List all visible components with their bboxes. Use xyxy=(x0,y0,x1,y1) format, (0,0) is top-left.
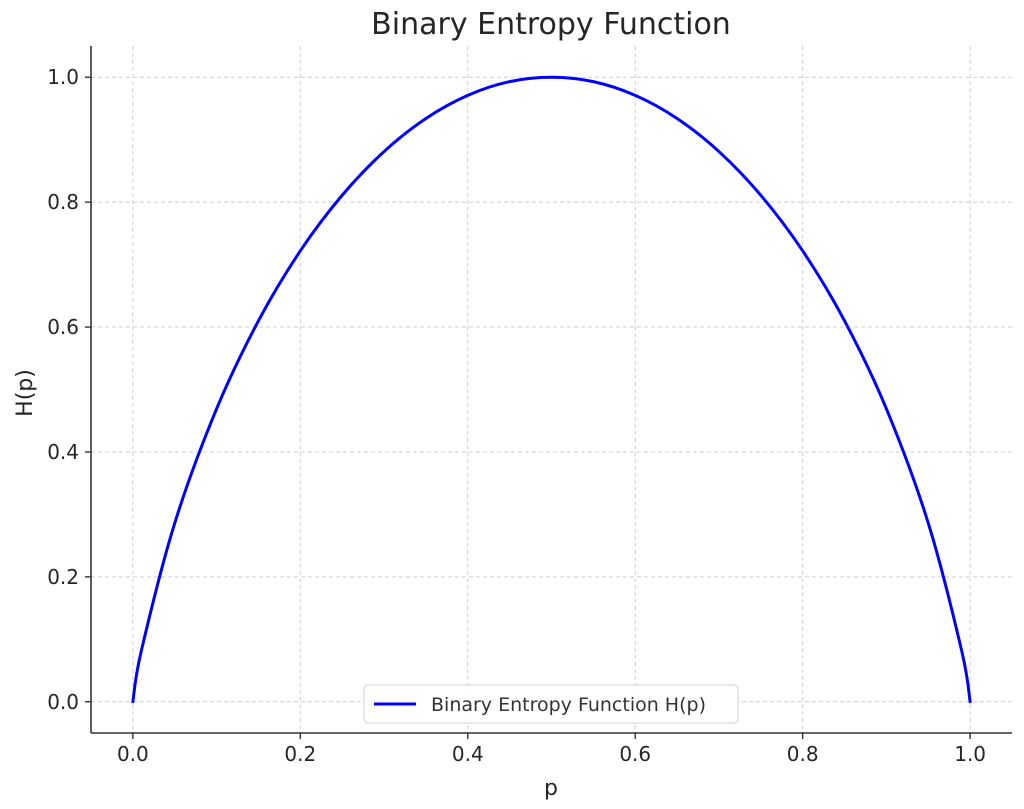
x-tick-label: 0.2 xyxy=(284,742,316,766)
y-tick-label: 0.8 xyxy=(47,190,79,214)
x-tick-label: 0.8 xyxy=(787,742,819,766)
x-axis-label: p xyxy=(544,776,558,801)
axes-frame xyxy=(90,46,1012,734)
y-tick-label: 0.4 xyxy=(47,440,79,464)
y-tick-label: 0.2 xyxy=(47,565,79,589)
x-ticks: 0.0 0.2 0.4 0.6 0.8 1.0 xyxy=(117,733,986,766)
y-ticks: 0.0 0.2 0.4 0.6 0.8 1.0 xyxy=(47,65,91,714)
x-tick-label: 1.0 xyxy=(954,742,986,766)
y-tick-label: 0.6 xyxy=(47,315,79,339)
x-tick-label: 0.6 xyxy=(619,742,651,766)
y-tick-label: 1.0 xyxy=(47,65,79,89)
x-tick-label: 0.4 xyxy=(452,742,484,766)
y-axis-label: H(p) xyxy=(13,369,38,417)
grid xyxy=(91,46,1012,733)
legend: Binary Entropy Function H(p) xyxy=(363,684,739,724)
x-tick-label: 0.0 xyxy=(117,742,149,766)
legend-label: Binary Entropy Function H(p) xyxy=(431,694,706,716)
series xyxy=(131,75,972,704)
series-line-binary-entropy xyxy=(131,75,972,704)
y-tick-label: 0.0 xyxy=(47,690,79,714)
legend-box xyxy=(363,684,739,724)
chart-title: Binary Entropy Function xyxy=(371,7,731,42)
